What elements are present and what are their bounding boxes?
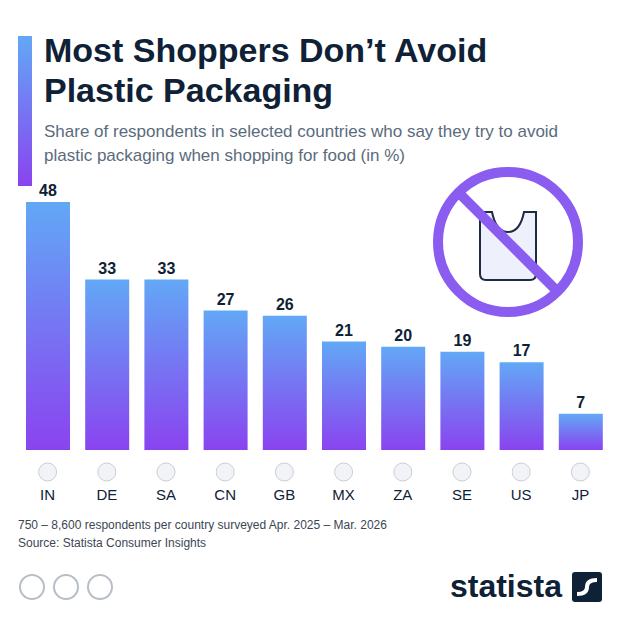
- svg-text:48: 48: [39, 182, 57, 199]
- html-text:Most Shoppers Don’t Avoid Plas: Most Shoppers Don’t Avoid Plastic Packag…: [44, 31, 488, 109]
- svg-text:US: US: [511, 486, 532, 503]
- svg-text:CN: CN: [214, 486, 236, 503]
- svg-text:GB: GB: [274, 486, 296, 503]
- svg-text:20: 20: [394, 327, 412, 344]
- svg-text:26: 26: [276, 296, 294, 313]
- html-text:Source: Statista Consumer Insi: Source: Statista Consumer Insights: [18, 536, 207, 550]
- svg-text:33: 33: [98, 260, 116, 277]
- svg-text:7: 7: [576, 394, 585, 411]
- html-text:750 – 8,600 respondents per co: 750 – 8,600 respondents per country surv…: [18, 518, 387, 532]
- svg-text:ZA: ZA: [393, 486, 412, 503]
- svg-text:19: 19: [454, 332, 472, 349]
- svg-text:JP: JP: [572, 486, 590, 503]
- svg-text:33: 33: [158, 260, 176, 277]
- svg-text:MX: MX: [332, 486, 355, 503]
- html-text:Share of respondents in select: Share of respondents in selected countri…: [44, 122, 559, 165]
- html-text:statista: statista: [450, 568, 562, 604]
- svg-text:SE: SE: [452, 486, 472, 503]
- svg-text:27: 27: [217, 291, 235, 308]
- svg-text:17: 17: [513, 342, 531, 359]
- svg-text:21: 21: [335, 322, 353, 339]
- svg-text:IN: IN: [40, 486, 55, 503]
- svg-text:DE: DE: [96, 486, 117, 503]
- svg-text:SA: SA: [156, 486, 176, 503]
